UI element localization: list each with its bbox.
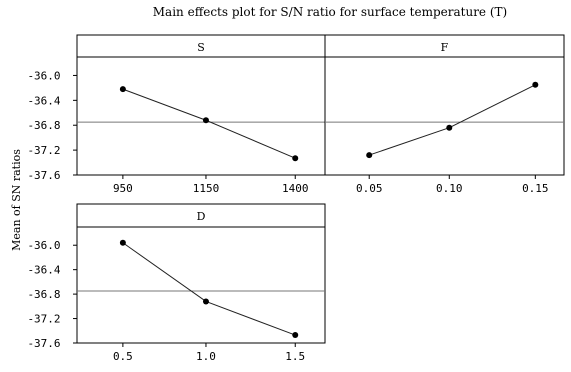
x-tick-label: 0.10 — [436, 182, 463, 195]
panel-title: S — [197, 41, 205, 54]
data-point — [292, 332, 299, 339]
panel-s: S -36.0 -36.4 -36.8 -37.2 -37.6 950 1150 1400 — [27, 34, 326, 195]
data-point — [202, 298, 209, 305]
x-tick-label: 0.5 — [113, 350, 133, 363]
panel-title: F — [441, 41, 449, 54]
y-tick-label: -37.2 — [27, 313, 60, 326]
x-tick-label: 950 — [113, 182, 133, 195]
data-point — [119, 239, 126, 246]
y-tick-label: -36.4 — [27, 264, 60, 277]
data-point — [446, 124, 453, 131]
x-tick-label: 1.5 — [285, 350, 305, 363]
x-tick-label: 1400 — [282, 182, 309, 195]
y-tick-label: -36.8 — [27, 288, 60, 301]
x-tick-label: 1150 — [193, 182, 220, 195]
panel-f: F 0.05 0.10 0.15 — [324, 34, 565, 195]
series-line — [122, 242, 296, 336]
panel-strip — [76, 203, 326, 228]
panels-group: S -36.0 -36.4 -36.8 -37.2 -37.6 950 1150 1400 F 0.… — [27, 34, 565, 363]
y-tick-label: -37.2 — [27, 144, 60, 157]
data-point — [366, 152, 373, 159]
y-tick-label: -36.4 — [27, 94, 60, 107]
x-tick-label: 1.0 — [196, 350, 216, 363]
data-point — [119, 86, 126, 93]
chart-title: Main effects plot for S/N ratio for surf… — [153, 5, 507, 19]
x-tick-label: 0.15 — [522, 182, 549, 195]
y-axis-label: Mean of SN ratios — [10, 149, 23, 251]
panel-strip — [324, 34, 565, 58]
panel-title: D — [197, 210, 206, 223]
x-tick-label: 0.05 — [356, 182, 383, 195]
data-point — [202, 117, 209, 124]
y-tick-label: -36.8 — [27, 119, 60, 132]
panel-d: D -36.0 -36.4 -36.8 -37.2 -37.6 0.5 1.0 1.5 — [27, 203, 326, 363]
data-point — [292, 155, 299, 162]
series-line — [369, 84, 536, 156]
y-tick-label: -37.6 — [27, 337, 60, 350]
data-point — [532, 81, 539, 88]
y-tick-label: -36.0 — [27, 69, 60, 82]
y-tick-label: -36.0 — [27, 239, 60, 252]
series-line — [122, 88, 296, 159]
y-tick-label: -37.6 — [27, 169, 60, 182]
